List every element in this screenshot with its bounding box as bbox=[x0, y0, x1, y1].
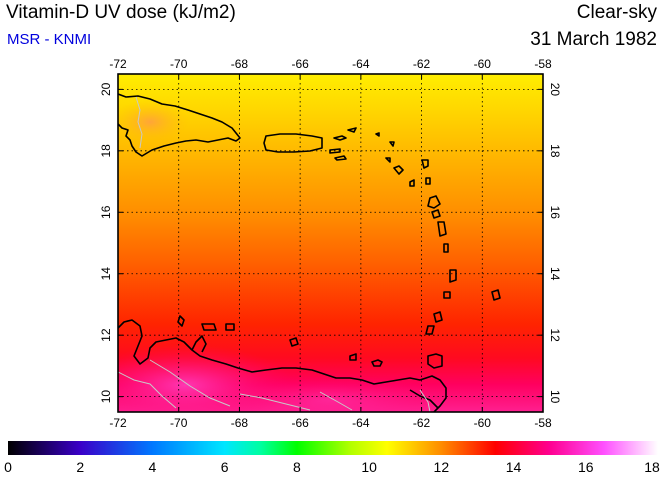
latitude-labels-right: 10 12 14 16 18 20 bbox=[548, 83, 562, 404]
lesser-antilles-coast bbox=[375, 132, 501, 335]
latitude-label: 20 bbox=[99, 82, 113, 96]
longitude-label: -68 bbox=[231, 57, 249, 71]
dose-field bbox=[118, 74, 543, 412]
longitude-label: -62 bbox=[413, 416, 431, 430]
source-label: MSR - KNMI bbox=[7, 31, 92, 48]
latitude-label: 16 bbox=[99, 205, 113, 219]
longitude-label: -60 bbox=[474, 416, 492, 430]
colorbar bbox=[8, 441, 658, 455]
colorbar-label: 12 bbox=[433, 459, 450, 475]
hispaniola-coast bbox=[118, 93, 241, 157]
longitude-label: -58 bbox=[534, 416, 552, 430]
latitude-label: 14 bbox=[99, 267, 113, 281]
map-title: Vitamin-D UV dose (kJ/m2) bbox=[6, 2, 236, 23]
longitude-label: -58 bbox=[534, 57, 552, 71]
country-borders bbox=[118, 96, 431, 412]
longitude-label: -70 bbox=[170, 416, 188, 430]
colorbar-label: 2 bbox=[76, 459, 85, 475]
colorbar-label: 0 bbox=[4, 459, 12, 475]
abc-islands-coast bbox=[177, 315, 357, 361]
longitude-labels-bottom: -72 -70 -68 -66 -64 -62 -60 -58 bbox=[109, 416, 552, 430]
colorbar-label: 8 bbox=[292, 459, 301, 475]
paraguana-coast bbox=[191, 335, 207, 353]
longitude-label: -72 bbox=[109, 57, 127, 71]
longitude-label: -72 bbox=[109, 416, 127, 430]
map-frame bbox=[117, 73, 544, 413]
sky-condition-label: Clear-sky bbox=[576, 2, 657, 23]
latitude-label: 10 bbox=[99, 390, 113, 404]
vieques-coast bbox=[329, 148, 341, 154]
puerto-rico-coast bbox=[263, 133, 323, 153]
latitude-label: 16 bbox=[548, 206, 562, 220]
latitude-label: 10 bbox=[548, 390, 562, 404]
colorbar-label: 16 bbox=[577, 459, 594, 475]
frame-ticks bbox=[117, 74, 544, 412]
latitude-labels-left: 10 12 14 16 18 20 bbox=[99, 82, 113, 403]
date-label: 31 March 1982 bbox=[530, 29, 657, 50]
longitude-label: -66 bbox=[291, 416, 309, 430]
trinidad-coast bbox=[427, 353, 443, 369]
longitude-label: -64 bbox=[352, 57, 370, 71]
longitude-label: -64 bbox=[352, 416, 370, 430]
longitude-label: -60 bbox=[474, 57, 492, 71]
longitude-label: -68 bbox=[231, 416, 249, 430]
longitude-label: -70 bbox=[170, 57, 188, 71]
colorbar-label: 14 bbox=[505, 459, 522, 475]
south-america-coast bbox=[118, 319, 447, 412]
virgin-islands-coast bbox=[333, 127, 357, 161]
coastlines bbox=[118, 93, 501, 412]
latitude-label: 20 bbox=[548, 83, 562, 97]
latitude-label: 18 bbox=[99, 144, 113, 158]
colorbar-label: 10 bbox=[361, 459, 377, 475]
longitude-labels-top: -72 -70 -68 -66 -64 -62 -60 -58 bbox=[109, 57, 552, 71]
longitude-label: -62 bbox=[413, 57, 431, 71]
longitude-label: -66 bbox=[291, 57, 309, 71]
uv-dose-map: -72 -70 -68 -66 -64 -62 -60 -58 -72 -70 -68 -66 -64… bbox=[99, 57, 562, 430]
latitude-label: 14 bbox=[548, 267, 562, 281]
margarita-coast bbox=[371, 359, 383, 367]
latitude-label: 12 bbox=[99, 328, 113, 342]
colorbar-label: 6 bbox=[220, 459, 229, 475]
latitude-label: 18 bbox=[548, 144, 562, 158]
colorbar-label: 18 bbox=[644, 459, 660, 475]
latitude-label: 12 bbox=[548, 329, 562, 343]
colorbar-label: 4 bbox=[148, 459, 157, 475]
